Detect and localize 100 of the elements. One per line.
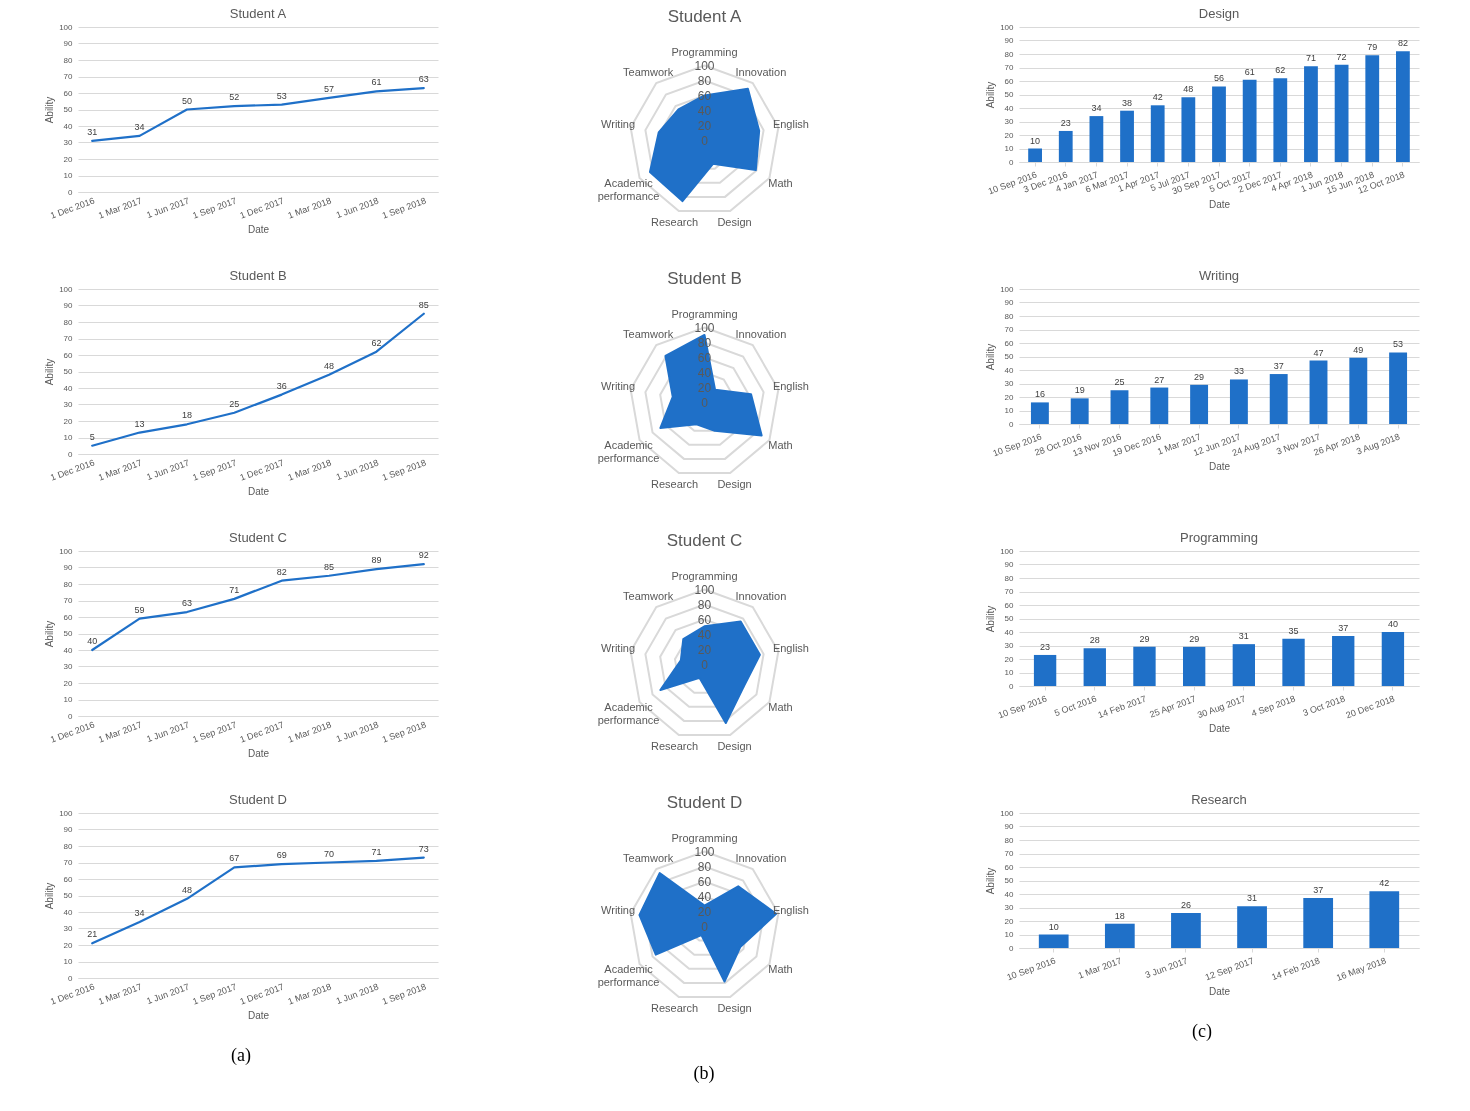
spoke-label: Programming: [670, 831, 738, 844]
y-tick-label: 60: [63, 350, 74, 360]
data-label: 36: [276, 380, 287, 391]
bar: [1030, 402, 1049, 424]
data-label: 21: [87, 929, 98, 940]
y-tick-label: 70: [63, 334, 74, 343]
x-axis-title: Date: [1208, 985, 1231, 997]
x-tick-label: 3 Oct 2018: [1301, 693, 1347, 719]
y-tick-label: 80: [63, 841, 74, 851]
data-label: 63: [418, 74, 429, 85]
data-label: 61: [1244, 66, 1255, 77]
chart-title: Student B: [666, 269, 742, 288]
y-tick-label: 40: [697, 365, 711, 380]
y-tick-label: 40: [697, 627, 711, 642]
spoke-label: Research: [650, 1001, 698, 1014]
x-tick-label: 14 Feb 2017: [1096, 693, 1148, 721]
bar: [1181, 97, 1196, 162]
y-tick-label: 0: [700, 395, 708, 410]
y-tick-label: 70: [1004, 325, 1015, 334]
y-tick-label: 10: [63, 695, 74, 704]
bar: [1133, 646, 1156, 686]
data-label: 59: [134, 604, 145, 615]
spoke-label: Innovation: [735, 66, 786, 79]
x-tick-label: 1 Dec 2017: [238, 719, 286, 745]
y-tick-label: 20: [697, 118, 711, 133]
data-label: 48: [1183, 84, 1194, 95]
x-tick-label: 4 Sep 2018: [1249, 693, 1297, 719]
y-tick-label: 100: [693, 844, 715, 859]
x-tick-label: 1 Dec 2016: [49, 981, 96, 1007]
x-tick-label: 1 Jun 2018: [334, 981, 380, 1007]
spoke-label: Academic performance: [597, 701, 659, 727]
bar: [1237, 906, 1267, 948]
spoke-label: Design: [716, 739, 752, 752]
data-label: 69: [276, 850, 287, 861]
y-tick-label: 0: [1009, 419, 1015, 429]
x-tick-label: 1 Jun 2018: [334, 457, 380, 483]
y-tick-label: 10: [63, 433, 74, 442]
y-axis-title: Ability: [44, 620, 56, 648]
spoke-label: Programming: [670, 569, 738, 582]
bar: [1396, 51, 1410, 162]
y-tick-label: 50: [1004, 352, 1015, 361]
y-tick-label: 70: [1004, 849, 1015, 858]
data-label: 37: [1338, 623, 1349, 634]
data-label: 38: [1122, 97, 1133, 108]
y-tick-label: 30: [1004, 903, 1015, 912]
y-tick-label: 20: [697, 380, 711, 395]
data-label: 25: [1114, 377, 1125, 388]
data-label: 18: [1114, 910, 1125, 921]
y-tick-label: 20: [63, 416, 74, 426]
data-label: 53: [1393, 339, 1404, 350]
data-label: 37: [1273, 361, 1284, 372]
y-tick-label: 20: [63, 154, 74, 164]
x-tick-label: 1 Jun 2017: [145, 457, 191, 483]
x-tick-label: 5 Oct 2016: [1053, 693, 1098, 719]
bar: [1381, 632, 1405, 686]
y-tick-label: 40: [63, 383, 74, 393]
y-tick-label: 80: [1004, 311, 1015, 321]
x-tick-label: 1 Sep 2018: [380, 981, 428, 1007]
y-tick-label: 40: [1004, 627, 1015, 637]
chart-title: Design: [1198, 6, 1240, 21]
x-tick-label: 1 Mar 2018: [286, 457, 333, 483]
data-label: 10: [1030, 135, 1041, 146]
data-label: 40: [1387, 619, 1398, 629]
spoke-label: Math: [767, 177, 793, 190]
bar: [1150, 387, 1169, 424]
spoke-label: Design: [716, 477, 752, 490]
data-label: 61: [371, 77, 382, 88]
spoke-label: Innovation: [735, 852, 786, 865]
x-axis-title: Date: [1208, 723, 1231, 735]
y-tick-label: 90: [1004, 298, 1015, 307]
data-label: 56: [1213, 73, 1225, 84]
y-tick-label: 10: [63, 957, 74, 966]
y-tick-label: 20: [1004, 392, 1015, 402]
y-tick-label: 100: [1000, 22, 1015, 32]
bar: [1033, 654, 1057, 686]
y-tick-label: 50: [63, 367, 74, 376]
y-tick-label: 30: [63, 662, 74, 671]
chart-title: Student A: [229, 6, 287, 21]
chart-title: Student A: [667, 7, 742, 26]
x-tick-label: 14 Feb 2018: [1270, 955, 1322, 983]
y-tick-label: 80: [63, 317, 74, 327]
x-tick-label: 1 Mar 2018: [286, 719, 333, 745]
bar: [1038, 934, 1069, 948]
bar: [1083, 648, 1106, 686]
y-tick-label: 80: [63, 579, 74, 589]
data-label: 57: [324, 83, 335, 94]
line-series: [91, 312, 425, 447]
x-tick-label: 1 Sep 2018: [380, 195, 428, 221]
data-label: 48: [324, 360, 335, 371]
y-tick-label: 10: [1004, 144, 1015, 153]
data-label: 71: [1305, 53, 1316, 64]
spoke-label: Writing: [600, 904, 635, 917]
y-tick-label: 20: [697, 904, 711, 919]
bar: [1389, 352, 1408, 424]
bar: [1304, 66, 1318, 162]
x-tick-label: 1 Mar 2017: [96, 719, 144, 745]
data-label: 53: [276, 90, 287, 101]
chart-title: Student B: [229, 268, 287, 283]
y-tick-label: 10: [63, 171, 74, 180]
x-tick-label: 1 Sep 2018: [380, 719, 428, 745]
